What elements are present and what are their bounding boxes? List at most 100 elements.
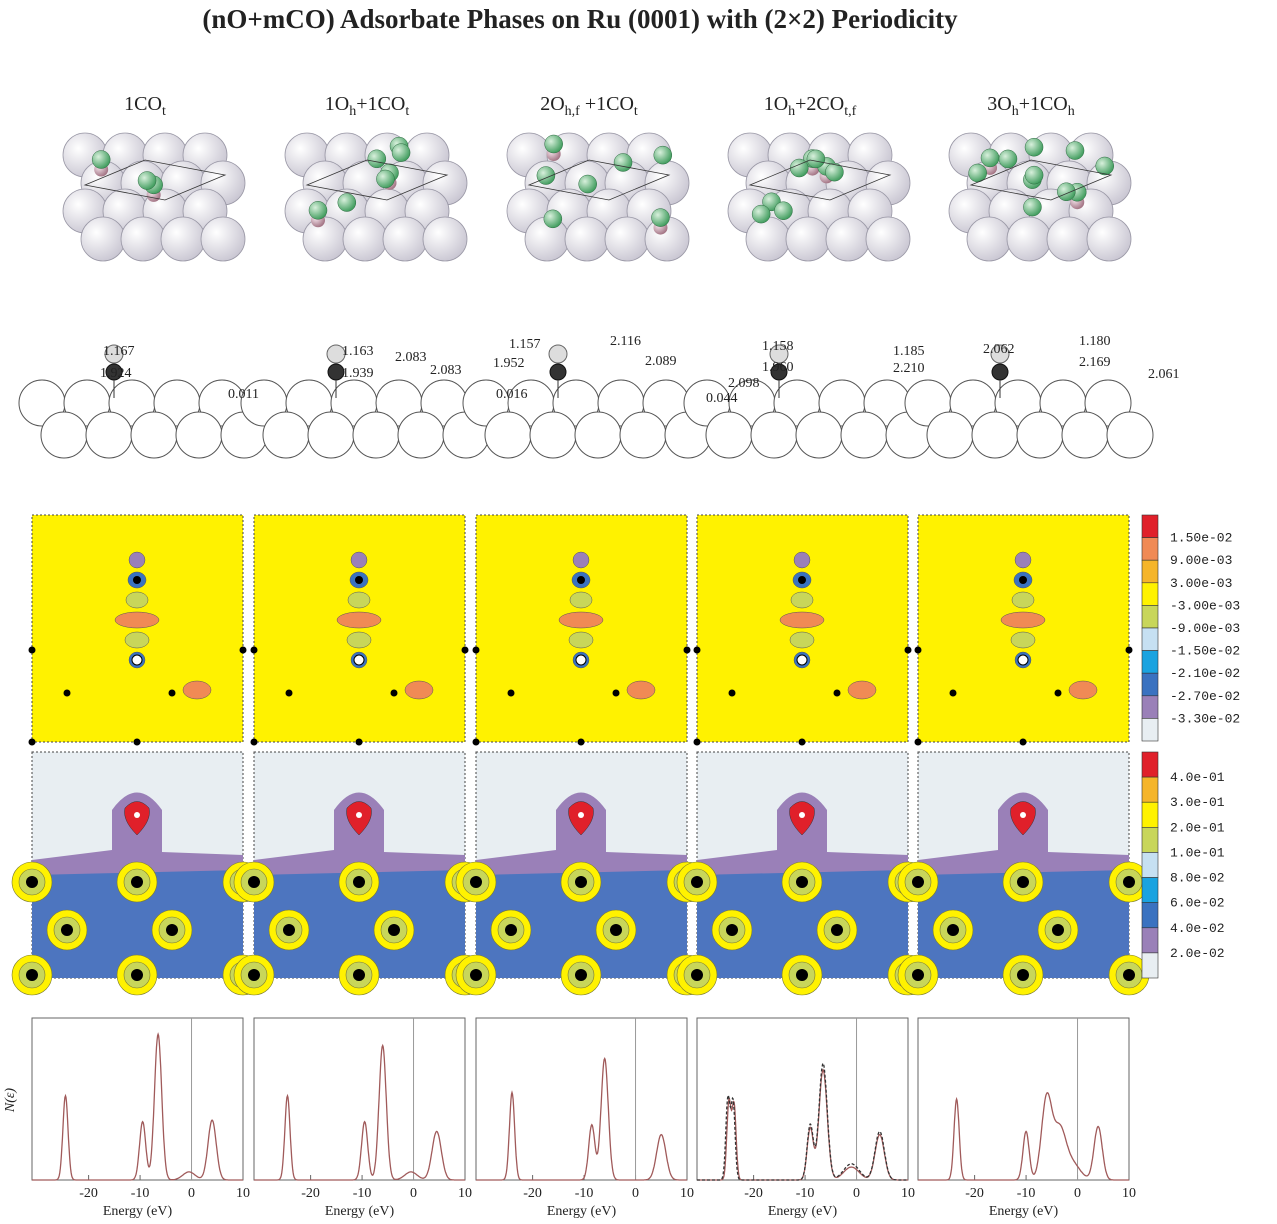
side-ru-atom	[263, 412, 309, 458]
density-lobe	[573, 552, 589, 568]
difference-map	[476, 515, 687, 742]
phase-label: 2Oh,f +1COt	[540, 93, 638, 119]
x-tick-label: -10	[575, 1186, 594, 1201]
colorbar-label: 1.0e-01	[1170, 845, 1225, 860]
atom-dot	[248, 969, 260, 981]
x-tick-label: 0	[410, 1186, 417, 1201]
label-text: 1CO	[124, 93, 162, 115]
distance-label: 2.061	[1148, 367, 1180, 382]
colorbar-label: -3.30e-02	[1170, 711, 1240, 726]
ru-atom	[967, 217, 1011, 261]
side-ru-atom	[927, 412, 973, 458]
label-subscript: t	[634, 104, 638, 119]
colorbar-swatch	[1142, 878, 1158, 903]
colorbar-label: 9.00e-03	[1170, 553, 1232, 568]
ru-atom	[605, 217, 649, 261]
label-text: +1CO	[580, 93, 634, 115]
side-o-atom	[549, 345, 567, 363]
x-tick-label: 0	[853, 1186, 860, 1201]
side-c-atom	[550, 364, 566, 380]
density-lobe	[348, 592, 370, 608]
atom-dot	[575, 876, 587, 888]
side-ru-atom	[86, 412, 132, 458]
colorbar-swatch	[1142, 673, 1158, 696]
o-atom	[138, 172, 156, 190]
atom-dot	[905, 647, 912, 654]
o-atom	[654, 146, 672, 164]
ru-atom	[1087, 217, 1131, 261]
atom-dot	[355, 576, 363, 584]
atom-dot	[912, 876, 924, 888]
density-lobe	[559, 612, 603, 628]
atom-dot	[353, 969, 365, 981]
distance-label: 2.210	[893, 361, 925, 376]
colorbar-swatch	[1142, 777, 1158, 802]
atom-dot	[576, 655, 586, 665]
atom-dot	[462, 647, 469, 654]
atom-dot	[798, 576, 806, 584]
phase-label: 1Oh+2COt,f	[764, 93, 857, 119]
ru-atom	[423, 217, 467, 261]
o-atom	[614, 153, 632, 171]
side-ru-atom	[398, 412, 444, 458]
colorbar-label: 4.0e-01	[1170, 770, 1225, 785]
density-lobe	[125, 632, 149, 648]
atom-dot	[726, 924, 738, 936]
colorbar-swatch	[1142, 827, 1158, 852]
distance-label: 0.016	[496, 387, 528, 402]
distance-label: 1.185	[893, 344, 925, 359]
density-lobe	[780, 612, 824, 628]
x-axis-label: Energy (eV)	[989, 1204, 1059, 1219]
atom-dot	[1018, 655, 1028, 665]
x-tick-label: -10	[1017, 1186, 1036, 1201]
difference-map	[697, 515, 908, 742]
side-ru-atom	[1107, 412, 1153, 458]
o-atom	[545, 135, 563, 153]
distance-label: 1.163	[342, 344, 374, 359]
ru-atom	[1007, 217, 1051, 261]
colorbar-swatch	[1142, 696, 1158, 719]
atom-dot	[613, 690, 620, 697]
o-atom	[774, 202, 792, 220]
atom-dot	[240, 647, 247, 654]
atom-dot	[915, 647, 922, 654]
side-ru-atom	[131, 412, 177, 458]
atom-dot	[578, 812, 584, 818]
colorbar-label: 6.0e-02	[1170, 896, 1225, 911]
label-text: 1O	[325, 93, 349, 115]
side-ru-atom	[353, 412, 399, 458]
atom-dot	[133, 576, 141, 584]
plot-frame	[32, 1018, 243, 1180]
atom-dot	[912, 969, 924, 981]
atom-dot	[356, 739, 363, 746]
ru-atom	[121, 217, 165, 261]
ru-atom	[786, 217, 830, 261]
o-atom	[92, 151, 110, 169]
o-atom	[1025, 166, 1043, 184]
distance-label: 1.924	[100, 366, 132, 381]
density-lobe	[794, 552, 810, 568]
plot-frame	[918, 1018, 1129, 1180]
atom-dot	[169, 690, 176, 697]
side-ru-atom	[1017, 412, 1063, 458]
atom-dot	[577, 576, 585, 584]
colorbar-swatch	[1142, 928, 1158, 953]
x-tick-label: -20	[523, 1186, 542, 1201]
colorbar-swatch	[1142, 802, 1158, 827]
distance-label: 1.952	[493, 356, 525, 371]
ru-atom	[383, 217, 427, 261]
atom-dot	[470, 876, 482, 888]
atom-dot	[29, 647, 36, 654]
x-tick-label: 10	[680, 1186, 694, 1201]
atom-dot	[388, 924, 400, 936]
atom-dot	[799, 739, 806, 746]
x-tick-label: -20	[965, 1186, 984, 1201]
density-lobe	[790, 632, 814, 648]
density-lobe	[1069, 681, 1097, 699]
side-ru-atom	[841, 412, 887, 458]
ru-atom	[746, 217, 790, 261]
colorbar-swatch	[1142, 605, 1158, 628]
atom-dot	[29, 739, 36, 746]
colorbar-swatch	[1142, 628, 1158, 651]
density-lobe	[569, 632, 593, 648]
